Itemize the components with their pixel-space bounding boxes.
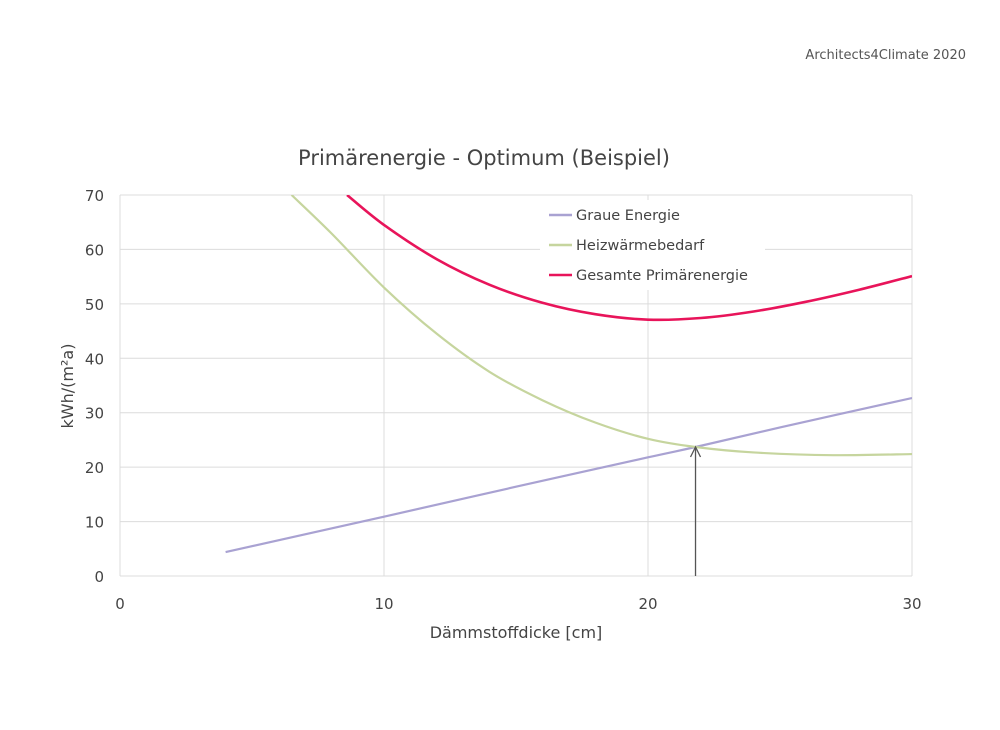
x-axis-label: Dämmstoffdicke [cm] [430,623,603,642]
arrow-head-icon [689,445,702,458]
series-lines [225,195,912,554]
x-tick-label: 20 [638,595,657,613]
x-tick-label: 10 [374,595,393,613]
legend-label: Gesamte Primärenergie [576,268,748,284]
series-line-heizw-rmebedarf [290,195,912,457]
chart-title: Primärenergie - Optimum (Beispiel) [298,146,670,170]
y-tick-label: 70 [85,187,104,205]
grid [119,194,913,577]
series-line-graue-energie [225,396,912,554]
ticks: 0 10 20 30 40 50 60 70 0 10 20 30 [85,187,922,613]
x-tick-label: 0 [115,595,125,613]
credit-text: Architects4Climate 2020 [805,48,966,63]
legend-label: Heizwärmebedarf [576,238,705,254]
y-tick-label: 20 [85,459,104,477]
series-line-gesamte-prim-renergie [346,195,912,322]
y-axis-label: kWh/(m²a) [58,344,77,429]
y-tick-label: 10 [85,514,104,532]
y-tick-label: 60 [85,241,104,259]
y-tick-label: 0 [94,568,104,586]
legend: Graue Energie Heizwärmebedarf Gesamte Prim… [540,200,765,290]
y-tick-label: 50 [85,296,104,314]
legend-label: Graue Energie [576,208,680,224]
y-tick-label: 30 [85,405,104,423]
y-tick-label: 40 [85,350,104,368]
x-tick-label: 30 [902,595,921,613]
annotation [689,445,702,576]
legend-background [540,200,765,290]
